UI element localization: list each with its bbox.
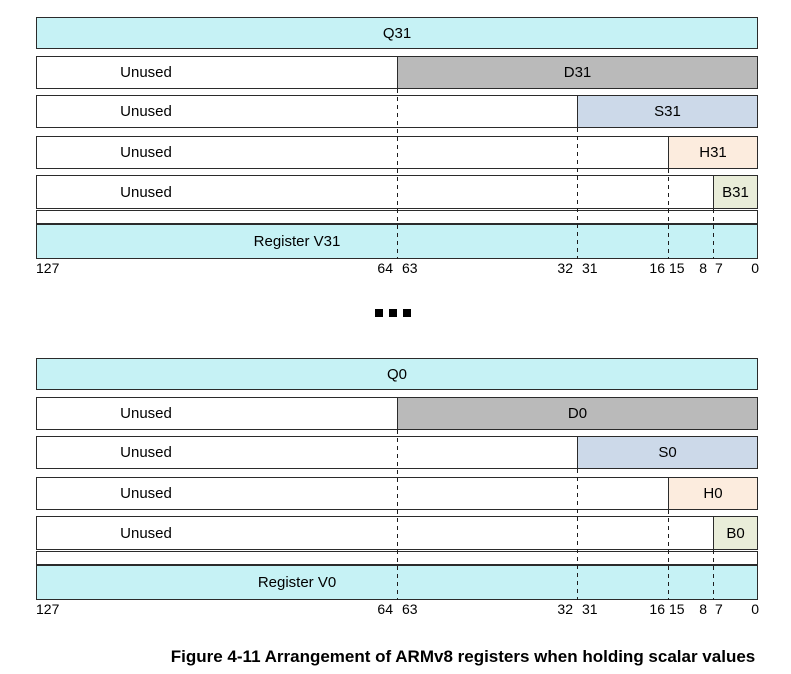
s31-register-label: S31 [654, 103, 681, 120]
ellipsis-separator [375, 309, 411, 317]
unused-label: Unused [120, 485, 172, 502]
bit-label-127: 127 [36, 601, 60, 617]
bit-label-0: 0 [751, 260, 759, 276]
d0-register-row: Unused D0 [36, 397, 758, 430]
d0-register-box: D0 [397, 398, 757, 429]
bit-label-16: 16 [649, 601, 665, 617]
d31-register-row: Unused D31 [36, 56, 758, 89]
bit-label-16: 16 [649, 260, 665, 276]
unused-label: Unused [120, 444, 172, 461]
b31-register-label: B31 [722, 183, 749, 201]
bit-position-labels: 127 64 63 32 31 16 15 8 7 0 [36, 601, 759, 619]
bit-position-labels: 127 64 63 32 31 16 15 8 7 0 [36, 260, 759, 278]
bit-label-7: 7 [715, 601, 723, 617]
bit-boundary-8-dashed-line [713, 209, 714, 259]
bit-boundary-64-dashed-line [397, 89, 398, 259]
bit-label-127: 127 [36, 260, 60, 276]
h0-register-label: H0 [703, 485, 723, 502]
bit-label-31: 31 [582, 260, 598, 276]
q0-register-label: Q0 [386, 365, 407, 383]
b0-register-box: B0 [713, 517, 757, 549]
v31-register-label: Register V31 [253, 233, 341, 250]
unused-label: Unused [120, 405, 172, 422]
bit-boundary-32-dashed-line [577, 469, 578, 600]
bit-label-15: 15 [669, 601, 685, 617]
s0-register-label: S0 [658, 444, 677, 461]
bit-label-63: 63 [402, 260, 418, 276]
q0-register-box: Q0 [36, 358, 758, 390]
bit-label-0: 0 [751, 601, 759, 617]
bit-boundary-64-dashed-line [397, 430, 398, 600]
unused-label: Unused [120, 183, 172, 201]
register-group-v0: Q0 Unused D0 Unused S0 Unused H0 Unused … [36, 358, 759, 620]
ellipsis-dot [403, 309, 411, 317]
bit-label-8: 8 [699, 260, 707, 276]
figure-caption: Figure 4-11 Arrangement of ARMv8 registe… [170, 647, 756, 666]
d31-register-box: D31 [397, 57, 757, 88]
bit-label-32: 32 [557, 260, 573, 276]
bit-boundary-16-dashed-line [668, 169, 669, 259]
bit-label-31: 31 [582, 601, 598, 617]
bit-label-7: 7 [715, 260, 723, 276]
q31-register-label: Q31 [382, 24, 412, 42]
register-group-v31: Q31 Unused D31 Unused S31 Unused H31 Unu… [36, 17, 759, 279]
bit-label-8: 8 [699, 601, 707, 617]
unused-label: Unused [120, 64, 172, 81]
bit-boundary-32-dashed-line [577, 128, 578, 259]
unused-label: Unused [120, 524, 172, 542]
s0-register-box: S0 [577, 437, 757, 468]
bit-boundary-8-dashed-line [713, 550, 714, 600]
unused-label: Unused [120, 103, 172, 120]
b31-register-box: B31 [713, 176, 757, 208]
h31-register-label: H31 [699, 144, 727, 161]
s31-register-box: S31 [577, 96, 757, 127]
bit-label-64: 64 [377, 260, 393, 276]
bit-label-64: 64 [377, 601, 393, 617]
d0-register-label: D0 [567, 405, 588, 422]
ellipsis-dot [375, 309, 383, 317]
h31-register-box: H31 [668, 137, 757, 168]
h0-register-box: H0 [668, 478, 757, 509]
bit-label-32: 32 [557, 601, 573, 617]
b0-register-label: B0 [726, 524, 745, 542]
v0-register-label: Register V0 [257, 574, 337, 591]
unused-label: Unused [120, 144, 172, 161]
bit-label-63: 63 [402, 601, 418, 617]
d31-register-label: D31 [563, 64, 592, 81]
q31-register-box: Q31 [36, 17, 758, 49]
bit-label-15: 15 [669, 260, 685, 276]
ellipsis-dot [389, 309, 397, 317]
bit-boundary-16-dashed-line [668, 510, 669, 600]
